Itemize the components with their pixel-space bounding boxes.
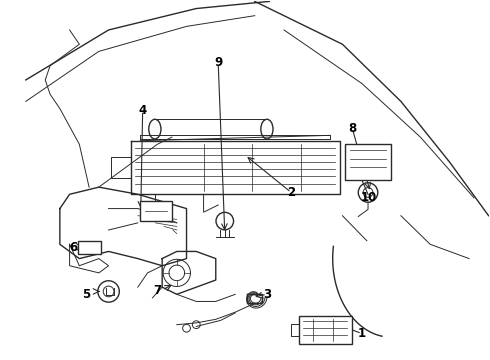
FancyBboxPatch shape (345, 144, 391, 180)
FancyBboxPatch shape (298, 316, 352, 344)
Text: 10: 10 (361, 191, 377, 204)
FancyBboxPatch shape (140, 202, 172, 221)
Text: 9: 9 (214, 56, 222, 69)
Text: 3: 3 (263, 288, 271, 301)
FancyBboxPatch shape (78, 242, 101, 254)
Text: 2: 2 (287, 186, 295, 199)
Text: 5: 5 (82, 288, 91, 301)
Text: 7: 7 (153, 284, 161, 297)
Text: 6: 6 (70, 240, 77, 254)
Text: 1: 1 (358, 327, 366, 340)
Text: 8: 8 (348, 122, 356, 135)
Text: 4: 4 (139, 104, 147, 117)
